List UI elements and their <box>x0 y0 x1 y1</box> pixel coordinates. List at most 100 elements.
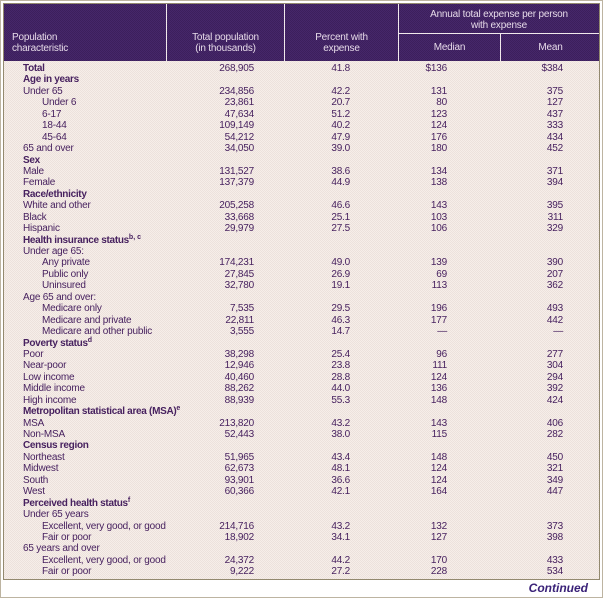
row-label: Under 65 <box>23 85 63 97</box>
section-header-row: Under 65 years <box>4 509 599 520</box>
cell-pct <box>284 189 398 200</box>
row-label: Medicare and private <box>42 314 132 326</box>
cell-pct: 51.2 <box>331 108 350 120</box>
cell-pct: 42.2 <box>331 85 350 97</box>
cell-pct: 55.3 <box>331 394 350 406</box>
table-row: Hispanic 29,979 27.5 106 329 <box>4 223 599 234</box>
continued-label: Continued <box>528 581 588 595</box>
cell-pct: 20.7 <box>331 97 350 109</box>
cell-median <box>398 74 499 85</box>
cell-mean: 447 <box>546 486 563 498</box>
cell-mean: 321 <box>546 463 563 475</box>
row-label: Age 65 and over: <box>23 291 96 303</box>
cell-pct: 19.1 <box>331 280 350 292</box>
cell-pop: 52,443 <box>224 429 255 440</box>
cell-pct: 49.0 <box>331 257 350 269</box>
cell-median: 123 <box>430 108 447 120</box>
table-row: Poor 38,298 25.4 96 277 <box>4 349 599 360</box>
cell-pop: 27,845 <box>224 268 255 280</box>
cell-pop <box>166 406 284 417</box>
section-header-row: Race/ethnicity <box>4 189 599 200</box>
cell-pct: 38.6 <box>331 165 350 177</box>
row-label: Poor <box>23 348 44 360</box>
row-label: Medicare only <box>42 303 102 315</box>
cell-median: 106 <box>430 223 447 235</box>
cell-pop: 29,979 <box>224 223 255 235</box>
header-percent-with-expense: Percent with expense <box>284 4 398 61</box>
cell-pct: 39.0 <box>331 143 350 155</box>
table-row: Excellent, very good, or good 24,372 44.2 1… <box>4 555 599 566</box>
cell-median: 124 <box>430 371 447 383</box>
row-label: Age in years <box>23 74 79 86</box>
row-label: Race/ethnicity <box>23 188 87 200</box>
cell-mean: 424 <box>546 394 563 406</box>
cell-pct: 47.9 <box>331 131 350 143</box>
row-label: Poverty statusd <box>23 336 92 349</box>
table-row: White and other 205,258 46.6 143 395 <box>4 200 599 211</box>
row-label: MSA <box>23 417 45 429</box>
table-row: 18-44 109,149 40.2 124 333 <box>4 120 599 131</box>
cell-pct <box>284 440 398 451</box>
cell-mean: 450 <box>546 451 563 463</box>
cell-mean: 373 <box>546 520 563 532</box>
row-label: Under 65 years <box>23 509 89 521</box>
row-label: Any private <box>42 257 90 269</box>
section-header-row: Health insurance statusb, c <box>4 234 599 246</box>
cell-mean <box>499 406 599 417</box>
cell-pct: 27.2 <box>331 566 350 578</box>
cell-pop <box>166 292 284 303</box>
row-label: Northeast <box>23 451 65 463</box>
row-label: High income <box>23 394 77 406</box>
table-row: Public only 27,845 26.9 69 207 <box>4 269 599 280</box>
cell-pct: 44.0 <box>331 383 350 395</box>
table-row: Total 268,905 41.8 $136 $384 <box>4 63 599 74</box>
cell-mean: 437 <box>546 108 563 120</box>
table-row: Under 65 234,856 42.2 131 375 <box>4 86 599 97</box>
cell-median: 132 <box>430 520 447 532</box>
table-row: 45-64 54,212 47.9 176 434 <box>4 132 599 143</box>
cell-mean: 392 <box>546 383 563 395</box>
cell-pop: 205,258 <box>219 200 254 212</box>
header-total-population: Total population (in thousands) <box>166 4 284 61</box>
cell-pop: 32,780 <box>224 280 255 292</box>
cell-pop: 88,939 <box>224 394 255 406</box>
cell-mean: — <box>553 326 563 338</box>
header-population-characteristic: Population characteristic <box>12 32 69 54</box>
row-label: Total <box>23 63 45 74</box>
cell-pop <box>166 235 284 246</box>
cell-pop: 47,634 <box>224 108 255 120</box>
row-label: Under age 65: <box>23 246 84 257</box>
table-row: Medicare only 7,535 29.5 196 493 <box>4 303 599 314</box>
cell-median: 103 <box>430 211 447 223</box>
cell-mean: 394 <box>546 177 563 189</box>
cell-pop <box>166 189 284 200</box>
cell-median <box>398 246 499 257</box>
cell-pop: 174,231 <box>219 257 254 269</box>
cell-pct: 43.2 <box>331 417 350 429</box>
cell-pct: 34.1 <box>331 531 350 543</box>
cell-mean: 333 <box>546 120 563 132</box>
table-row: Medicare and private 22,811 46.3 177 442 <box>4 315 599 326</box>
table-row: Northeast 51,965 43.4 148 450 <box>4 452 599 463</box>
cell-pct: 23.8 <box>331 360 350 372</box>
cell-pop: 23,861 <box>224 97 255 109</box>
cell-pop: 131,527 <box>219 165 254 177</box>
cell-pop: 234,856 <box>219 85 254 97</box>
cell-median: 148 <box>430 394 447 406</box>
cell-median: 180 <box>430 143 447 155</box>
cell-pct <box>284 235 398 246</box>
cell-median: 176 <box>430 131 447 143</box>
cell-median: 143 <box>430 200 447 212</box>
table-body: Total 268,905 41.8 $136 $384 Age in years Unde… <box>4 61 599 578</box>
row-label: Metropolitan statistical area (MSA)e <box>23 405 181 418</box>
table-row: 6-17 47,634 51.2 123 437 <box>4 109 599 120</box>
cell-median: 127 <box>430 531 447 543</box>
table-header: Population characteristic Total populati… <box>4 4 599 61</box>
cell-pop <box>166 246 284 257</box>
cell-mean: 398 <box>546 531 563 543</box>
cell-median <box>398 498 499 509</box>
cell-pct: 46.3 <box>331 314 350 326</box>
cell-median: 115 <box>431 429 448 440</box>
table-row: Fair or poor 9,222 27.2 228 534 <box>4 566 599 577</box>
cell-median: 69 <box>436 268 447 280</box>
